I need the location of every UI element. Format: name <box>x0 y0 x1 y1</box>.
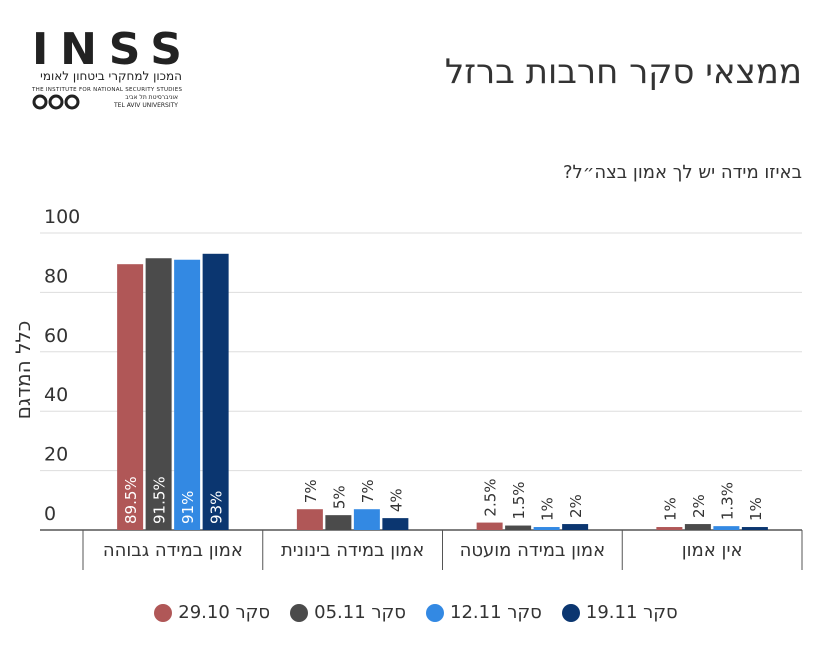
value-label: 91% <box>179 491 197 524</box>
logo-icon <box>48 94 64 110</box>
logo-english: THE INSTITUTE FOR NATIONAL SECURITY STUD… <box>31 87 183 93</box>
value-label: 1.3% <box>718 482 736 520</box>
legend-label: סקר 05.11 <box>314 602 406 623</box>
bar <box>533 527 560 530</box>
value-label: 2.5% <box>482 478 500 516</box>
legend: סקר 29.10 סקר 05.11 סקר 12.11 סקר 19.11 <box>0 602 832 623</box>
value-label: 93% <box>208 491 226 524</box>
bar <box>296 509 323 530</box>
y-tick-label: 0 <box>44 503 56 525</box>
value-label: 1.5% <box>510 481 528 519</box>
y-axis-label: כלל המדגם <box>11 321 35 420</box>
value-label: 1% <box>661 497 679 521</box>
bar <box>656 527 683 530</box>
legend-label: סקר 29.10 <box>178 602 271 623</box>
value-label: 2% <box>567 494 585 518</box>
bar <box>684 524 711 530</box>
bar <box>505 525 532 530</box>
legend-label: סקר 19.11 <box>585 602 678 623</box>
bar <box>202 253 229 531</box>
bar <box>562 524 589 530</box>
bar <box>741 527 768 530</box>
bar <box>353 509 380 530</box>
logo: INSS המכון למחקרי ביטחון לאומי THE INSTI… <box>31 24 183 110</box>
value-label: 1% <box>539 497 557 521</box>
value-label: 91.5% <box>151 476 169 524</box>
y-tick-label: 60 <box>44 325 68 347</box>
legend-swatch <box>154 603 173 622</box>
bar <box>174 259 201 530</box>
logo-university: TEL AVIV UNIVERSITY <box>113 102 178 109</box>
legend-item: סקר 05.11 <box>290 602 406 623</box>
legend-item: סקר 12.11 <box>426 602 542 623</box>
legend-swatch <box>290 603 309 622</box>
legend-label: סקר 12.11 <box>450 602 542 623</box>
legend-item: סקר 19.11 <box>561 602 678 623</box>
y-tick-label: 20 <box>44 444 68 466</box>
x-tick-label: אמון במידה בינונית <box>281 540 424 561</box>
y-tick-label: 100 <box>44 206 80 228</box>
y-tick-label: 80 <box>44 265 68 287</box>
value-label: 7% <box>302 479 320 503</box>
logo-hebrew: המכון למחקרי ביטחון לאומי <box>40 69 182 83</box>
y-tick-label: 40 <box>44 384 68 406</box>
x-tick-label: אמון במידה מועטה <box>460 540 606 561</box>
chart-title: ממצאי סקר חרבות ברזל <box>444 52 802 92</box>
value-label: 2% <box>690 494 708 518</box>
value-label: 5% <box>330 485 348 509</box>
legend-swatch <box>561 603 580 622</box>
logo-icon <box>32 94 48 110</box>
bar <box>476 522 503 530</box>
x-tick-label: אין אמון <box>682 540 743 561</box>
bar <box>713 526 740 530</box>
value-label: 1% <box>747 497 765 521</box>
bar <box>382 518 409 530</box>
chart-subtitle: באיזו מידה יש לך אמון בצה״ל? <box>562 162 802 183</box>
logo-name: INSS <box>32 24 182 75</box>
logo-university: אוניברסיטת תל אביב <box>125 94 178 101</box>
legend-item: סקר 29.10 <box>154 602 270 623</box>
bar <box>145 258 172 530</box>
bar <box>325 515 352 530</box>
legend-swatch <box>426 603 444 622</box>
x-tick-label: אמון במידה גבוהה <box>103 540 243 561</box>
value-label: 89.5% <box>122 476 140 524</box>
logo-icon <box>64 94 80 110</box>
value-label: 7% <box>359 479 377 503</box>
value-label: 4% <box>387 488 405 512</box>
bar <box>117 264 144 530</box>
